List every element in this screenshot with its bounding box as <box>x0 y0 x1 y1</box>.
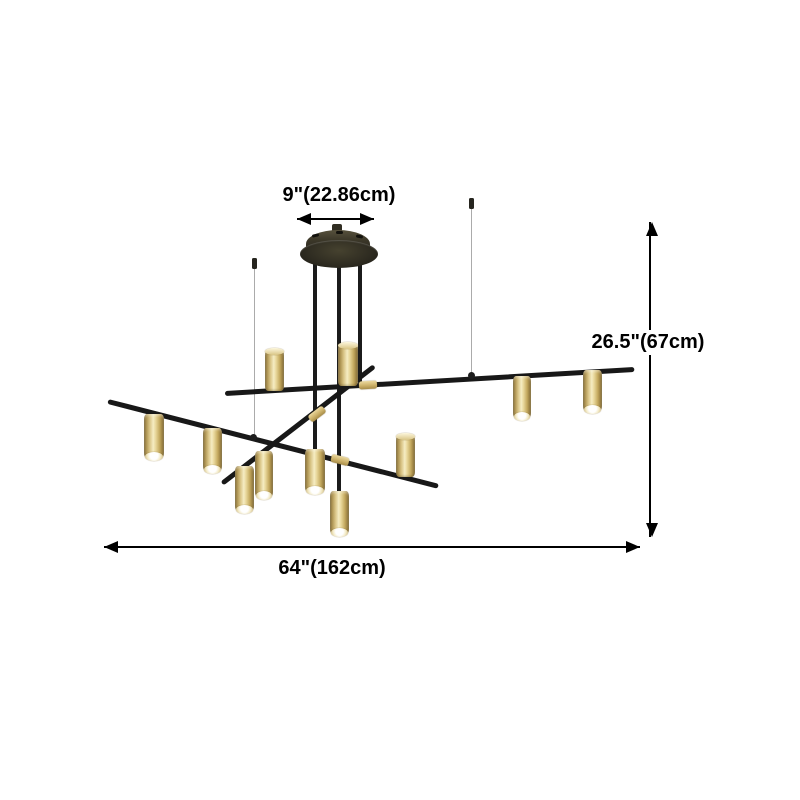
canopy-rod-1 <box>313 253 317 451</box>
lamp-up-2 <box>338 342 358 386</box>
lamp-up-1 <box>265 348 284 391</box>
brass-joint-lower <box>330 453 350 467</box>
lamp-down-4 <box>255 451 273 500</box>
lamp-down-7 <box>513 376 531 421</box>
canopy-width-label: 9"(22.86cm) <box>282 184 396 206</box>
arm-rod-upper <box>224 366 635 396</box>
fixture-height-arrow <box>646 222 659 537</box>
lamp-down-6 <box>330 491 349 537</box>
lamp-up-3 <box>396 433 415 477</box>
canopy-vent-slot <box>336 231 343 234</box>
lamp-down-1 <box>144 414 164 461</box>
canopy-rod-3 <box>358 253 362 384</box>
canopy-width-arrow <box>297 212 374 225</box>
wire-top-cap-right <box>469 198 474 209</box>
lamp-down-3 <box>235 466 254 514</box>
wire-knob-right <box>468 372 475 379</box>
suspension-wire-right <box>470 203 472 376</box>
canopy-disc <box>300 240 378 268</box>
brass-joint-diagonal <box>307 405 327 423</box>
suspension-wire-left <box>253 263 255 438</box>
wire-top-cap-left <box>252 258 257 269</box>
brass-joint-center <box>358 380 378 390</box>
wire-knob-left <box>250 434 257 441</box>
fixture-height-label: 26.5"(67cm) <box>587 330 709 355</box>
fixture-width-label: 64"(162cm) <box>278 557 386 579</box>
fixture-width-arrow <box>104 540 640 553</box>
canopy-stem <box>332 224 342 234</box>
lamp-down-5 <box>305 449 325 495</box>
lamp-down-8 <box>583 370 602 414</box>
lamp-down-2 <box>203 428 222 474</box>
